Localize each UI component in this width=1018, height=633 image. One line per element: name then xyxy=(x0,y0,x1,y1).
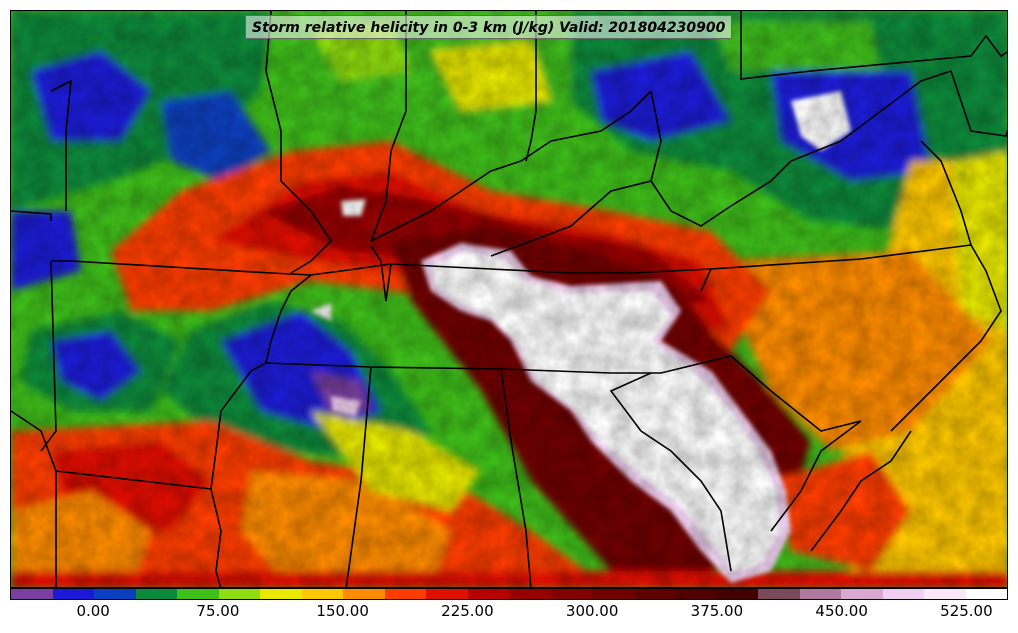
colorbar-swatch xyxy=(260,589,302,599)
map-panel xyxy=(10,10,1008,588)
colorbar-swatch xyxy=(882,589,924,599)
colorbar-swatch xyxy=(343,589,385,599)
map-title-box: Storm relative helicity in 0-3 km (J/kg)… xyxy=(245,15,733,39)
colorbar-tick-label: 450.00 xyxy=(815,602,868,620)
map-title: Storm relative helicity in 0-3 km (J/kg)… xyxy=(252,20,726,36)
colorbar-swatch xyxy=(841,589,883,599)
colorbar-tick-label: 0.00 xyxy=(76,602,110,620)
colorbar-swatch xyxy=(799,589,841,599)
colorbar-swatch xyxy=(675,589,717,599)
colorbar-swatch xyxy=(550,589,592,599)
colorbar-tick-label: 75.00 xyxy=(196,602,240,620)
colorbar xyxy=(10,588,1008,600)
colorbar-swatch xyxy=(94,589,136,599)
colorbar-swatch xyxy=(52,589,94,599)
shading-field xyxy=(11,11,1007,587)
colorbar-swatch xyxy=(467,589,509,599)
colorbar-swatch xyxy=(218,589,260,599)
colorbar-tick-label: 375.00 xyxy=(690,602,744,620)
colorbar-tick-label: 150.00 xyxy=(316,602,369,620)
state-borders xyxy=(11,11,1007,587)
colorbar-tick-label: 225.00 xyxy=(441,602,494,620)
colorbar-swatch xyxy=(384,589,426,599)
colorbar-swatch xyxy=(509,589,551,599)
colorbar-swatch xyxy=(716,589,758,599)
colorbar-swatch xyxy=(592,589,634,599)
colorbar-swatch xyxy=(924,589,966,599)
colorbar-swatch xyxy=(965,589,1007,599)
colorbar-tick-label: 300.00 xyxy=(565,602,619,620)
colorbar-swatch xyxy=(135,589,177,599)
colorbar-swatch xyxy=(177,589,219,599)
colorbar-swatch xyxy=(758,589,800,599)
colorbar-swatch xyxy=(301,589,343,599)
colorbar-swatch xyxy=(633,589,675,599)
colorbar-tick-label: 525.00 xyxy=(940,602,993,620)
colorbar-labels: 0.00 75.00 150.00 225.00 300.00 375.00 450.00 5… xyxy=(10,602,1008,626)
colorbar-swatch xyxy=(426,589,468,599)
colorbar-swatch xyxy=(11,589,53,599)
helicity-map xyxy=(11,11,1007,587)
